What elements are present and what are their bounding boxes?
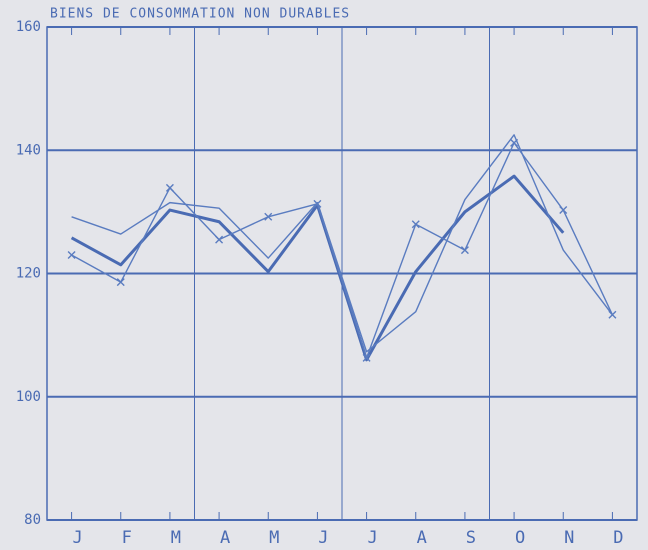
y-tick-label: 160 <box>16 19 41 35</box>
x-tick-label: J <box>72 528 82 548</box>
point-marker <box>67 251 76 260</box>
x-tick-label: J <box>318 528 328 548</box>
x-tick-label: A <box>220 528 230 548</box>
x-tick-label: M <box>171 528 181 548</box>
x-tick-label: N <box>564 528 574 548</box>
x-tick-label: A <box>417 528 427 548</box>
y-tick-label: 100 <box>16 389 41 405</box>
y-tick-label: 120 <box>16 266 41 282</box>
point-marker <box>608 310 617 319</box>
x-tick-label: S <box>466 528 476 548</box>
x-tick-label: F <box>122 528 132 548</box>
x-tick-label: M <box>269 528 279 548</box>
series-line <box>71 142 614 359</box>
x-tick-label: J <box>367 528 377 548</box>
chart-title: BIENS DE CONSOMMATION NON DURABLES <box>50 7 350 22</box>
y-tick-label: 140 <box>16 142 41 158</box>
y-tick-label: 80 <box>24 512 41 528</box>
x-tick-label: O <box>515 528 525 548</box>
x-tick-label: D <box>613 528 623 548</box>
